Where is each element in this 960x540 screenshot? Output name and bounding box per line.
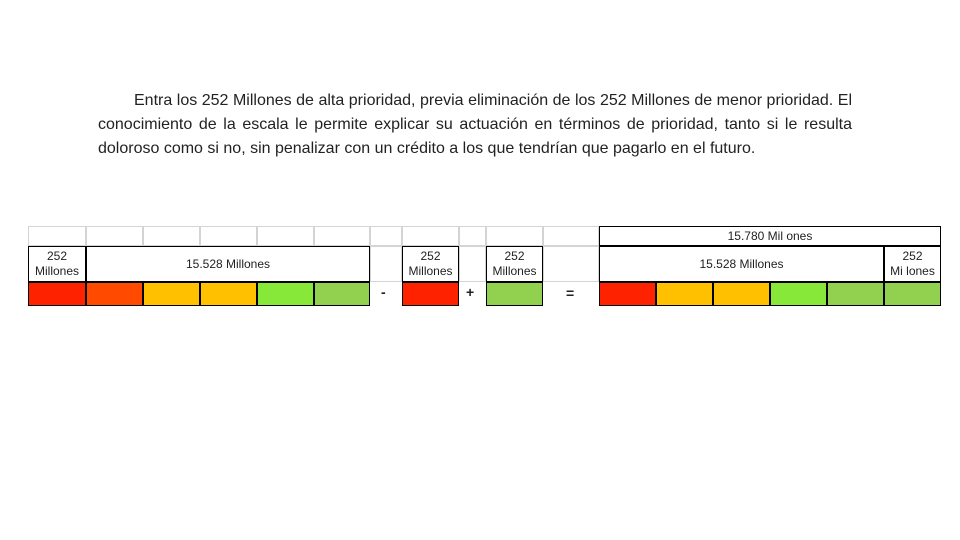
- grid-cell: [402, 226, 459, 246]
- group3-green-cell: [486, 282, 543, 306]
- result-red-cell: [599, 282, 656, 306]
- result-amber-cell: [713, 282, 770, 306]
- grid-cell: [543, 226, 599, 246]
- grid-cell: [28, 226, 86, 246]
- group2-label: 252 Millones: [402, 246, 459, 282]
- group1-green-cell: [314, 282, 370, 306]
- equals-operator: =: [566, 285, 575, 301]
- grid-cell: [459, 226, 486, 246]
- grid-cell: [370, 226, 402, 246]
- group3-label: 252 Millones: [486, 246, 543, 282]
- result-green-cell: [770, 282, 827, 306]
- plus-operator: +: [466, 284, 475, 300]
- group1-green-cell: [257, 282, 314, 306]
- group1-small-label: 252 Millones: [28, 246, 86, 282]
- grid-cell: [143, 226, 200, 246]
- group1-amber-cell: [200, 282, 257, 306]
- result-top-label: 15.780 Mil ones: [599, 226, 941, 246]
- result-green-cell: [884, 282, 941, 306]
- group1-red-cell: [28, 282, 86, 306]
- grid-cell: [486, 226, 543, 246]
- body-paragraph: Entra los 252 Millones de alta prioridad…: [98, 92, 852, 157]
- minus-operator: -: [381, 284, 386, 300]
- grid-cell: [459, 246, 486, 282]
- result-amber-cell: [656, 282, 713, 306]
- grid-cell: [257, 226, 314, 246]
- group1-amber-cell: [143, 282, 200, 306]
- group1-big-label: 15.528 Millones: [86, 246, 370, 282]
- grid-cell: [200, 226, 257, 246]
- result-big-label: 15.528 Millones: [599, 246, 884, 282]
- grid-cell: [314, 226, 370, 246]
- result-small-label: 252 Mi lones: [884, 246, 941, 282]
- group1-orange-cell: [86, 282, 143, 306]
- grid-cell: [543, 246, 599, 282]
- grid-cell: [86, 226, 143, 246]
- result-green-cell: [827, 282, 884, 306]
- grid-cell: [370, 246, 402, 282]
- group2-red-cell: [402, 282, 459, 306]
